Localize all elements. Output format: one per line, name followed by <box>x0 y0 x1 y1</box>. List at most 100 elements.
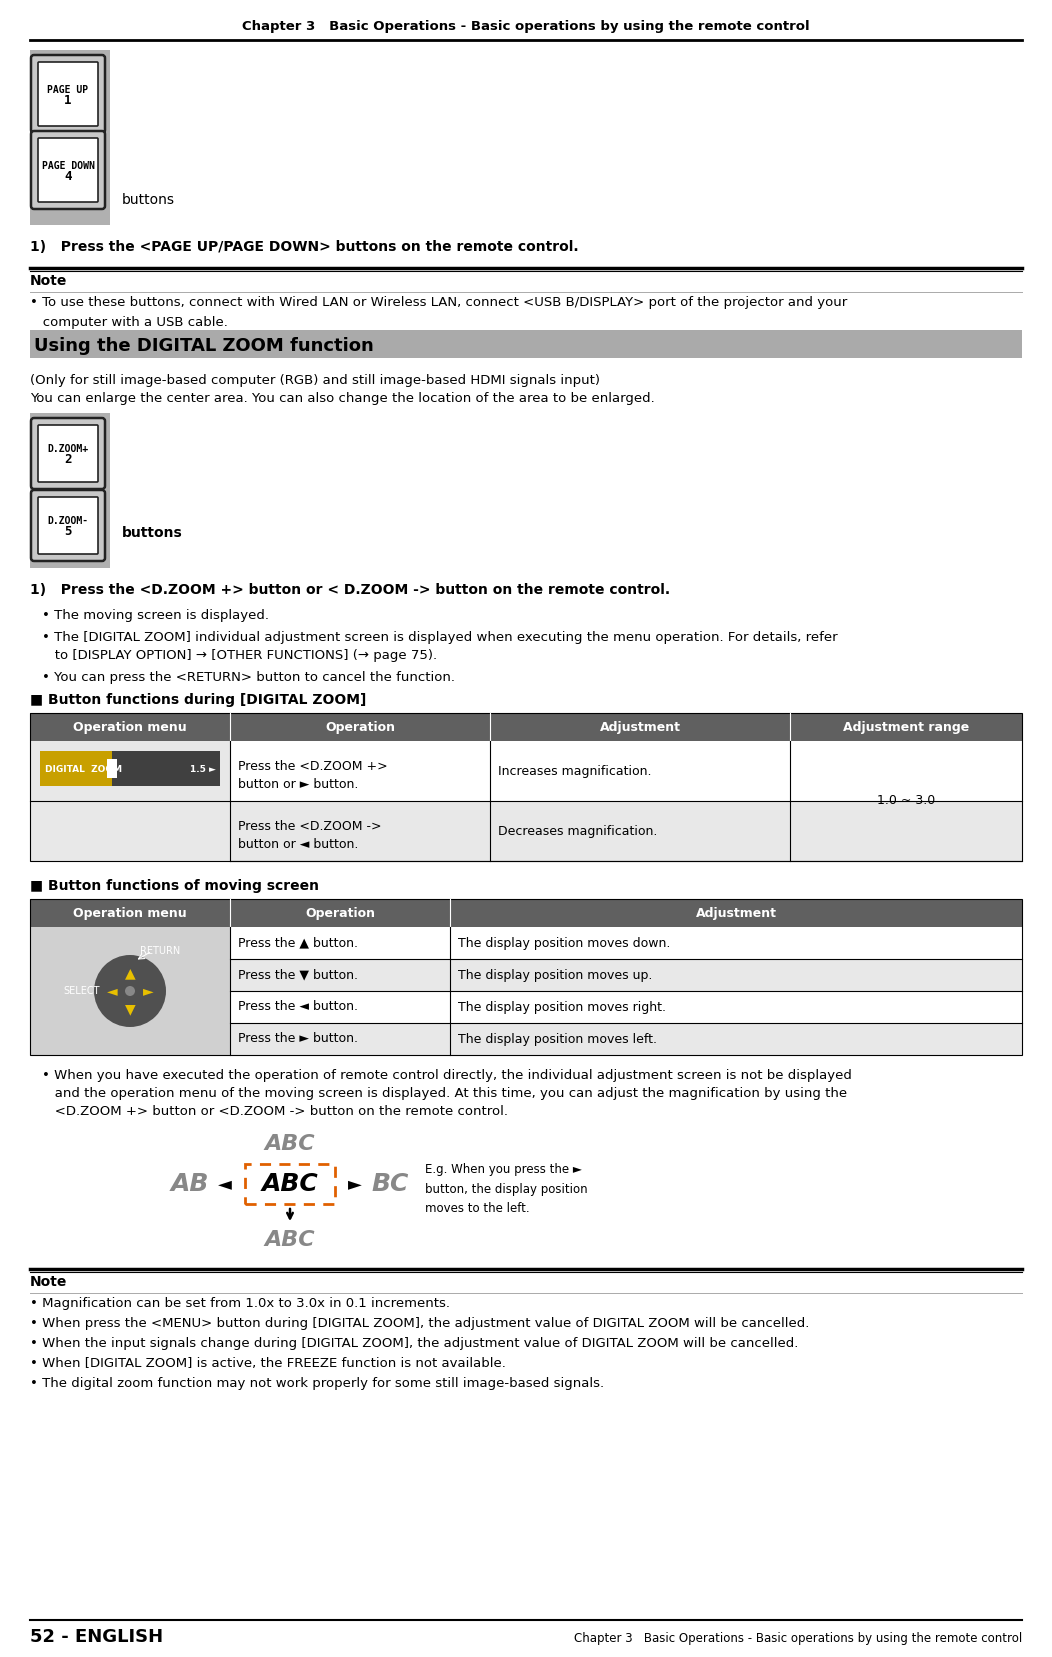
Text: 2: 2 <box>64 452 72 466</box>
Text: <D.ZOOM +> button or <D.ZOOM -> button on the remote control.: <D.ZOOM +> button or <D.ZOOM -> button o… <box>42 1105 508 1118</box>
Text: ►: ► <box>348 1175 362 1193</box>
Text: AB: AB <box>170 1171 209 1196</box>
Text: ■ Button functions of moving screen: ■ Button functions of moving screen <box>31 878 319 893</box>
Text: DIGITAL  ZOOM: DIGITAL ZOOM <box>45 766 122 774</box>
Bar <box>230 926 1021 959</box>
Text: buttons: buttons <box>122 192 175 207</box>
Text: You can enlarge the center area. You can also change the location of the area to: You can enlarge the center area. You can… <box>31 393 654 404</box>
Text: BC: BC <box>371 1171 408 1196</box>
Text: Adjustment range: Adjustment range <box>843 721 969 734</box>
Text: ■ Button functions during [DIGITAL ZOOM]: ■ Button functions during [DIGITAL ZOOM] <box>31 693 366 708</box>
Text: The display position moves up.: The display position moves up. <box>458 968 652 981</box>
Circle shape <box>125 986 135 996</box>
Text: Operation: Operation <box>305 906 375 920</box>
Text: Press the ▼ button.: Press the ▼ button. <box>238 968 358 981</box>
Text: • When you have executed the operation of remote control directly, the individua: • When you have executed the operation o… <box>42 1069 852 1082</box>
Bar <box>230 741 1021 800</box>
FancyBboxPatch shape <box>31 131 105 209</box>
Text: Chapter 3   Basic Operations - Basic operations by using the remote control: Chapter 3 Basic Operations - Basic opera… <box>242 20 810 33</box>
Text: Adjustment: Adjustment <box>695 906 776 920</box>
Bar <box>31 713 1021 741</box>
Text: 1)   Press the <D.ZOOM +> button or < D.ZOOM -> button on the remote control.: 1) Press the <D.ZOOM +> button or < D.ZO… <box>31 583 670 597</box>
Text: RETURN: RETURN <box>140 946 180 956</box>
Text: Press the <D.ZOOM +>
button or ► button.: Press the <D.ZOOM +> button or ► button. <box>238 759 387 790</box>
Text: Note: Note <box>31 273 67 288</box>
Text: • When the input signals change during [DIGITAL ZOOM], the adjustment value of D: • When the input signals change during [… <box>31 1337 798 1350</box>
Text: to [DISPLAY OPTION] → [OTHER FUNCTIONS] (→ page 75).: to [DISPLAY OPTION] → [OTHER FUNCTIONS] … <box>42 650 438 663</box>
Text: 5: 5 <box>64 525 72 539</box>
Text: ▲: ▲ <box>125 966 136 979</box>
Text: • Magnification can be set from 1.0x to 3.0x in 0.1 increments.: • Magnification can be set from 1.0x to … <box>31 1297 450 1311</box>
Text: Press the ◄ button.: Press the ◄ button. <box>238 1001 358 1014</box>
Bar <box>230 800 1021 862</box>
Text: Operation menu: Operation menu <box>74 906 187 920</box>
Text: • The moving screen is displayed.: • The moving screen is displayed. <box>42 610 269 621</box>
Text: • You can press the <RETURN> button to cancel the function.: • You can press the <RETURN> button to c… <box>42 671 456 684</box>
Text: D.ZOOM-: D.ZOOM- <box>47 517 88 527</box>
Bar <box>40 751 112 785</box>
Text: 1)   Press the <PAGE UP/PAGE DOWN> buttons on the remote control.: 1) Press the <PAGE UP/PAGE DOWN> buttons… <box>31 240 579 254</box>
Text: The display position moves left.: The display position moves left. <box>458 1032 658 1046</box>
Text: Note: Note <box>31 1274 67 1289</box>
FancyBboxPatch shape <box>31 490 105 562</box>
Bar <box>230 1022 1021 1056</box>
Text: Using the DIGITAL ZOOM function: Using the DIGITAL ZOOM function <box>34 336 373 355</box>
FancyBboxPatch shape <box>38 497 98 553</box>
FancyBboxPatch shape <box>38 424 98 482</box>
Text: computer with a USB cable.: computer with a USB cable. <box>31 316 228 330</box>
Bar <box>31 50 110 225</box>
Bar <box>31 330 1021 358</box>
Text: Adjustment: Adjustment <box>600 721 681 734</box>
Text: ►: ► <box>143 984 154 998</box>
Text: ▼: ▼ <box>125 1002 136 1016</box>
Text: and the operation menu of the moving screen is displayed. At this time, you can : and the operation menu of the moving scr… <box>42 1087 847 1100</box>
FancyBboxPatch shape <box>31 55 105 133</box>
Bar <box>31 713 1021 862</box>
Text: ABC: ABC <box>265 1133 316 1153</box>
Text: 52 - ENGLISH: 52 - ENGLISH <box>31 1627 163 1645</box>
Text: Operation: Operation <box>325 721 394 734</box>
FancyBboxPatch shape <box>38 61 98 126</box>
Text: PAGE UP: PAGE UP <box>47 85 88 94</box>
Bar <box>31 413 110 568</box>
Text: Chapter 3   Basic Operations - Basic operations by using the remote control: Chapter 3 Basic Operations - Basic opera… <box>573 1632 1021 1645</box>
Text: The display position moves right.: The display position moves right. <box>458 1001 666 1014</box>
Bar <box>31 741 230 862</box>
Text: Press the ► button.: Press the ► button. <box>238 1032 358 1046</box>
Text: 1.0 ~ 3.0: 1.0 ~ 3.0 <box>877 794 935 807</box>
Text: ABC: ABC <box>265 1229 316 1249</box>
Text: PAGE DOWN: PAGE DOWN <box>42 161 95 171</box>
Text: (Only for still image-based computer (RGB) and still image-based HDMI signals in: (Only for still image-based computer (RG… <box>31 374 600 388</box>
Text: 4: 4 <box>64 169 72 182</box>
Bar <box>107 759 117 779</box>
Text: ABC: ABC <box>262 1171 319 1196</box>
Text: ◄: ◄ <box>106 984 117 998</box>
Text: ◄: ◄ <box>218 1175 231 1193</box>
Text: Operation menu: Operation menu <box>74 721 187 734</box>
Text: buttons: buttons <box>122 525 183 540</box>
Text: The display position moves down.: The display position moves down. <box>458 936 670 949</box>
FancyBboxPatch shape <box>31 418 105 489</box>
Text: D.ZOOM+: D.ZOOM+ <box>47 444 88 454</box>
Text: • To use these buttons, connect with Wired LAN or Wireless LAN, connect <USB B/D: • To use these buttons, connect with Wir… <box>31 297 847 308</box>
Text: Press the ▲ button.: Press the ▲ button. <box>238 936 358 949</box>
Text: 1: 1 <box>64 93 72 106</box>
Text: Decreases magnification.: Decreases magnification. <box>498 825 658 837</box>
Text: Press the <D.ZOOM ->
button or ◄ button.: Press the <D.ZOOM -> button or ◄ button. <box>238 820 382 850</box>
Bar <box>31 900 1021 926</box>
Text: • When press the <MENU> button during [DIGITAL ZOOM], the adjustment value of DI: • When press the <MENU> button during [D… <box>31 1317 809 1331</box>
Circle shape <box>94 954 166 1027</box>
Bar <box>31 900 1021 1056</box>
Text: • The digital zoom function may not work properly for some still image-based sig: • The digital zoom function may not work… <box>31 1377 604 1390</box>
Bar <box>230 991 1021 1022</box>
Bar <box>230 959 1021 991</box>
Text: • When [DIGITAL ZOOM] is active, the FREEZE function is not available.: • When [DIGITAL ZOOM] is active, the FRE… <box>31 1357 506 1370</box>
Text: SELECT: SELECT <box>63 986 100 996</box>
Text: 1.5 ►: 1.5 ► <box>190 766 216 774</box>
Text: Increases magnification.: Increases magnification. <box>498 764 651 777</box>
Text: • The [DIGITAL ZOOM] individual adjustment screen is displayed when executing th: • The [DIGITAL ZOOM] individual adjustme… <box>42 631 837 645</box>
Bar <box>40 751 220 785</box>
Bar <box>31 926 230 1056</box>
FancyBboxPatch shape <box>38 138 98 202</box>
Text: E.g. When you press the ►
button, the display position
moves to the left.: E.g. When you press the ► button, the di… <box>425 1163 588 1215</box>
